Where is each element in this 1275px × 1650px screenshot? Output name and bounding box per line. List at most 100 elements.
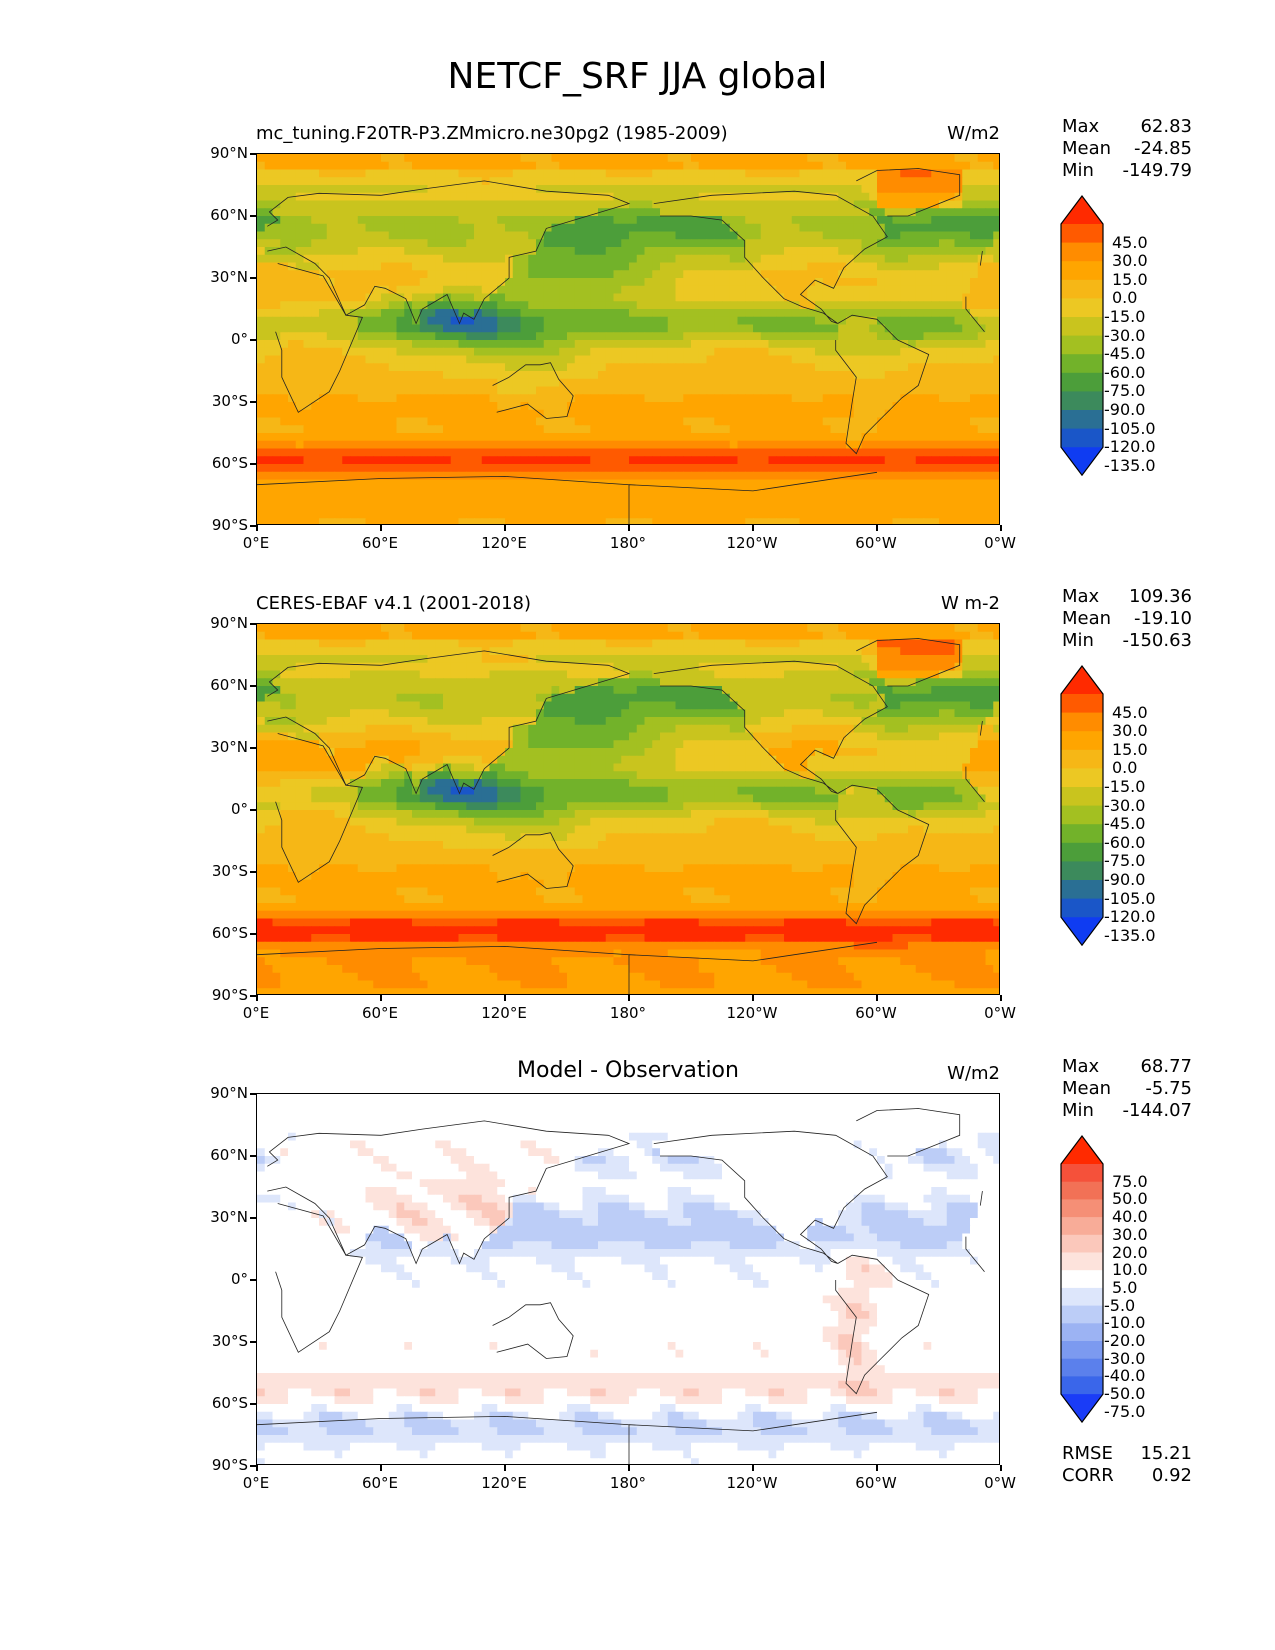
field-cell [582, 293, 591, 302]
field-cell [528, 456, 537, 465]
field-cell [652, 285, 661, 295]
field-cell [458, 386, 467, 395]
field-cell [528, 278, 537, 287]
field-cell [474, 624, 483, 633]
field-cell [815, 631, 824, 641]
field-cell [900, 200, 909, 209]
field-cell [706, 363, 715, 372]
field-cell [644, 425, 653, 434]
field-cell [784, 417, 793, 426]
field-cell [404, 464, 413, 473]
field-cell [582, 154, 591, 163]
field-cell [559, 347, 568, 357]
field-cell [474, 278, 483, 287]
field-cell [621, 433, 630, 442]
field-cell [799, 239, 808, 248]
field-cell [993, 200, 999, 209]
field-cell [846, 425, 855, 434]
field-cell [660, 177, 669, 186]
field-cell [791, 254, 801, 264]
field-cell [660, 332, 669, 341]
field-cell [760, 394, 770, 403]
field-cell [923, 378, 932, 388]
field-cell [644, 324, 653, 333]
field-cell [443, 448, 452, 457]
field-cell [590, 278, 599, 287]
field-cell [892, 293, 901, 302]
field-cell [528, 262, 537, 271]
field-cell [419, 254, 429, 264]
field-cell [675, 154, 684, 163]
field-cell [900, 502, 909, 512]
field-cell [458, 456, 467, 465]
field-cell [729, 239, 739, 248]
field-cell [884, 324, 894, 333]
field-cell [342, 371, 351, 380]
field-cell [264, 177, 274, 186]
field-cell [536, 177, 545, 186]
field-cell [985, 456, 994, 465]
field-cell [373, 495, 382, 504]
field-cell [272, 448, 281, 457]
field-cell [497, 208, 506, 217]
field-cell [481, 216, 491, 225]
lat-tick-label: 0° [230, 330, 248, 348]
field-cell [884, 301, 894, 310]
field-cell [737, 262, 746, 271]
field-cell [737, 363, 746, 372]
field-cell [280, 487, 289, 496]
field-cell [295, 495, 305, 504]
field-cell [536, 185, 545, 194]
field-cell [838, 425, 847, 434]
field-cell [644, 624, 653, 633]
field-cell [559, 285, 568, 295]
field-cell [319, 254, 328, 264]
field-cell [861, 456, 870, 465]
field-cell [977, 262, 987, 271]
field-cell [311, 239, 320, 248]
field-cell [939, 409, 948, 419]
field-cell [388, 378, 398, 388]
field-cell [923, 324, 932, 333]
field-cell [342, 340, 351, 349]
field-cell [784, 177, 793, 186]
field-cell [753, 301, 762, 310]
field-cell [598, 169, 607, 178]
field-cell [853, 425, 863, 434]
field-cell [365, 456, 374, 465]
field-cell [357, 161, 367, 171]
field-cell [660, 402, 669, 411]
field-cell [373, 631, 382, 641]
field-cell [629, 340, 638, 349]
field-cell [892, 154, 901, 163]
field-cell [667, 639, 677, 648]
field-cell [357, 518, 367, 524]
field-cell [822, 177, 832, 186]
field-cell [861, 495, 870, 504]
field-cell [280, 448, 289, 457]
field-cell [489, 378, 498, 388]
field-cell [419, 456, 429, 465]
field-cell [590, 487, 599, 496]
field-cell [342, 433, 351, 442]
field-cell [458, 471, 467, 481]
field-cell [923, 185, 932, 194]
field-cell [326, 433, 336, 442]
field-cell [729, 247, 739, 256]
field-cell [691, 386, 700, 395]
field-cell [520, 425, 529, 434]
field-cell [512, 293, 522, 302]
field-cell [396, 347, 405, 357]
field-cell [993, 216, 999, 225]
field-cell [853, 487, 863, 496]
field-cell [605, 440, 615, 450]
field-cell [543, 309, 553, 318]
field-cell [319, 270, 328, 279]
field-cell [536, 456, 545, 465]
field-cell [543, 464, 553, 473]
field-cell [319, 293, 328, 302]
field-cell [807, 293, 816, 302]
field-cell [753, 502, 762, 512]
field-cell [303, 471, 312, 481]
field-cell [613, 378, 622, 388]
